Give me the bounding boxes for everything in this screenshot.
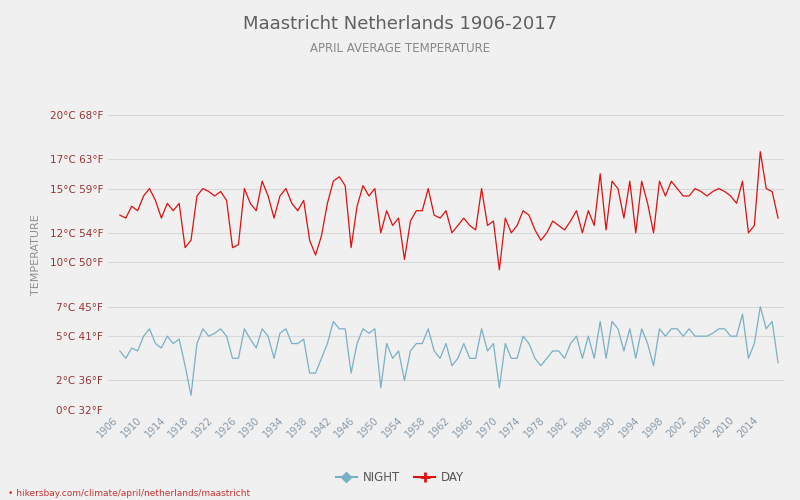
Y-axis label: TEMPERATURE: TEMPERATURE bbox=[31, 214, 42, 296]
Text: APRIL AVERAGE TEMPERATURE: APRIL AVERAGE TEMPERATURE bbox=[310, 42, 490, 56]
Legend: NIGHT, DAY: NIGHT, DAY bbox=[331, 466, 469, 489]
Text: • hikersbay.com/climate/april/netherlands/maastricht: • hikersbay.com/climate/april/netherland… bbox=[8, 488, 250, 498]
Text: Maastricht Netherlands 1906-2017: Maastricht Netherlands 1906-2017 bbox=[243, 15, 557, 33]
